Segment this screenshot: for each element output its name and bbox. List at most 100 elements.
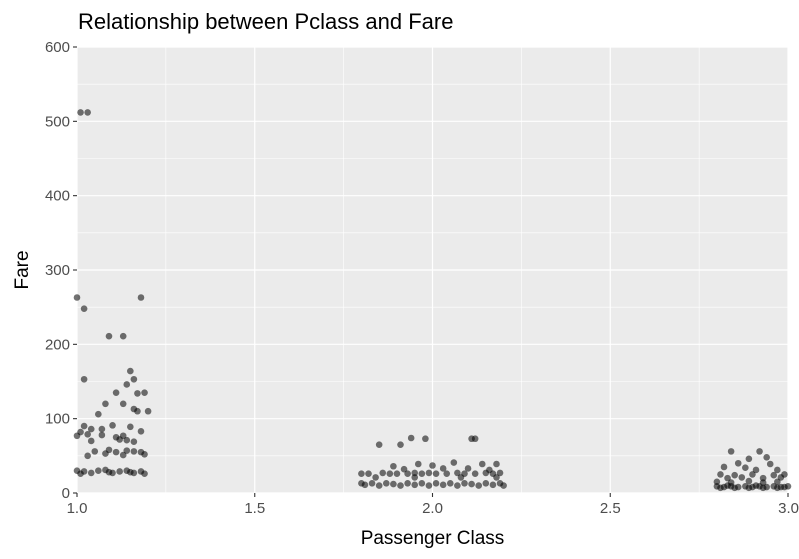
data-point [87, 425, 95, 433]
data-point [749, 471, 756, 478]
data-point [756, 448, 763, 455]
data-point [418, 480, 426, 487]
data-point [745, 477, 753, 485]
data-point [87, 437, 95, 445]
data-point [731, 471, 738, 479]
data-point [471, 435, 479, 443]
data-point [137, 428, 145, 435]
data-point [400, 465, 408, 473]
data-point [745, 484, 753, 492]
data-point [454, 469, 461, 477]
data-point [80, 375, 88, 383]
data-point [734, 459, 742, 467]
data-point [411, 474, 419, 481]
x-tick-label: 1.5 [244, 500, 265, 517]
data-point [478, 460, 486, 468]
data-point [422, 435, 429, 443]
data-point [77, 109, 84, 116]
data-point [493, 460, 500, 468]
data-point [130, 438, 138, 446]
data-point [496, 469, 504, 477]
y-tick-label: 300 [45, 262, 70, 279]
data-point [745, 455, 753, 463]
data-point [134, 407, 141, 415]
data-point [457, 474, 465, 481]
data-point [127, 468, 134, 476]
data-point [116, 468, 123, 475]
data-point [731, 484, 738, 492]
data-point [119, 332, 127, 340]
data-point [759, 484, 767, 492]
data-point [781, 483, 788, 491]
data-point [77, 470, 84, 477]
data-point [720, 463, 728, 471]
data-point [98, 431, 106, 439]
data-point [500, 482, 507, 489]
data-point [432, 470, 440, 477]
data-point [134, 390, 141, 397]
data-point [763, 454, 770, 461]
data-point [752, 482, 760, 489]
x-tick-label: 2.0 [422, 500, 443, 517]
data-point [361, 481, 369, 489]
x-axis-ticks: 1.0 1.5 2.0 2.5 3.0 [67, 493, 799, 517]
data-point [397, 441, 404, 448]
data-point [372, 474, 379, 481]
data-points [73, 109, 792, 492]
data-point [774, 466, 781, 474]
data-point [123, 436, 131, 444]
data-point [382, 480, 390, 487]
data-point [91, 448, 99, 455]
data-point [84, 452, 91, 460]
data-point [112, 448, 120, 456]
data-point [411, 481, 419, 489]
data-point [432, 480, 440, 487]
data-point [425, 482, 433, 489]
data-point [717, 471, 724, 478]
data-point [493, 474, 500, 481]
data-point [105, 468, 113, 476]
data-point [439, 465, 447, 472]
data-point [130, 448, 138, 455]
x-tick-label: 1.0 [67, 500, 88, 517]
data-point [446, 480, 454, 487]
data-point [443, 470, 451, 477]
data-point [407, 434, 415, 442]
data-point [73, 432, 81, 440]
data-point [770, 471, 778, 479]
y-tick-label: 600 [45, 39, 70, 56]
data-point [774, 478, 781, 486]
data-point [752, 466, 760, 474]
data-point [393, 470, 401, 477]
data-point [375, 441, 383, 448]
x-axis-label: Passenger Class [361, 528, 505, 549]
y-axis-label: Fare [12, 250, 33, 289]
data-point [119, 400, 127, 408]
data-point [105, 332, 113, 340]
data-point [425, 469, 433, 477]
data-point [439, 481, 447, 489]
data-point [727, 448, 735, 455]
x-tick-label: 2.5 [600, 500, 621, 517]
data-point [112, 389, 120, 396]
x-tick-label: 3.0 [778, 500, 799, 517]
data-point [464, 465, 472, 472]
data-point [390, 480, 397, 488]
data-point [127, 367, 134, 375]
data-point [127, 423, 134, 431]
data-point [141, 389, 148, 396]
data-point [375, 482, 383, 489]
data-point [404, 480, 411, 487]
data-point [482, 469, 490, 477]
data-point [123, 381, 131, 388]
data-point [397, 482, 404, 489]
data-point [73, 294, 81, 301]
data-point [468, 480, 475, 488]
data-point [365, 470, 372, 477]
data-point [116, 436, 123, 443]
data-point [368, 480, 376, 487]
data-point [109, 422, 116, 429]
data-point [724, 474, 731, 482]
data-point [461, 480, 468, 487]
